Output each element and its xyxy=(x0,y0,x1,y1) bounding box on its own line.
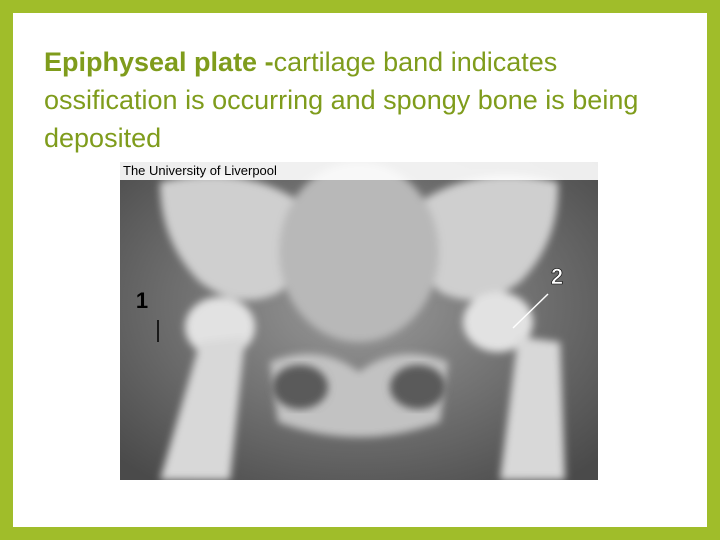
slide-title: Epiphyseal plate -cartilage band indicat… xyxy=(44,43,694,157)
image-caption: The University of Liverpool xyxy=(123,163,277,178)
title-rest: cartilage band indicates ossification is… xyxy=(44,47,639,153)
slide: Epiphyseal plate -cartilage band indicat… xyxy=(13,13,707,527)
title-bold: Epiphyseal plate - xyxy=(44,47,274,77)
xray-image: The University of Liverpool 1 2 xyxy=(120,162,598,480)
label-1: 1 xyxy=(136,288,148,313)
pointer-2 xyxy=(512,293,549,329)
label-2: 2 xyxy=(551,264,563,289)
